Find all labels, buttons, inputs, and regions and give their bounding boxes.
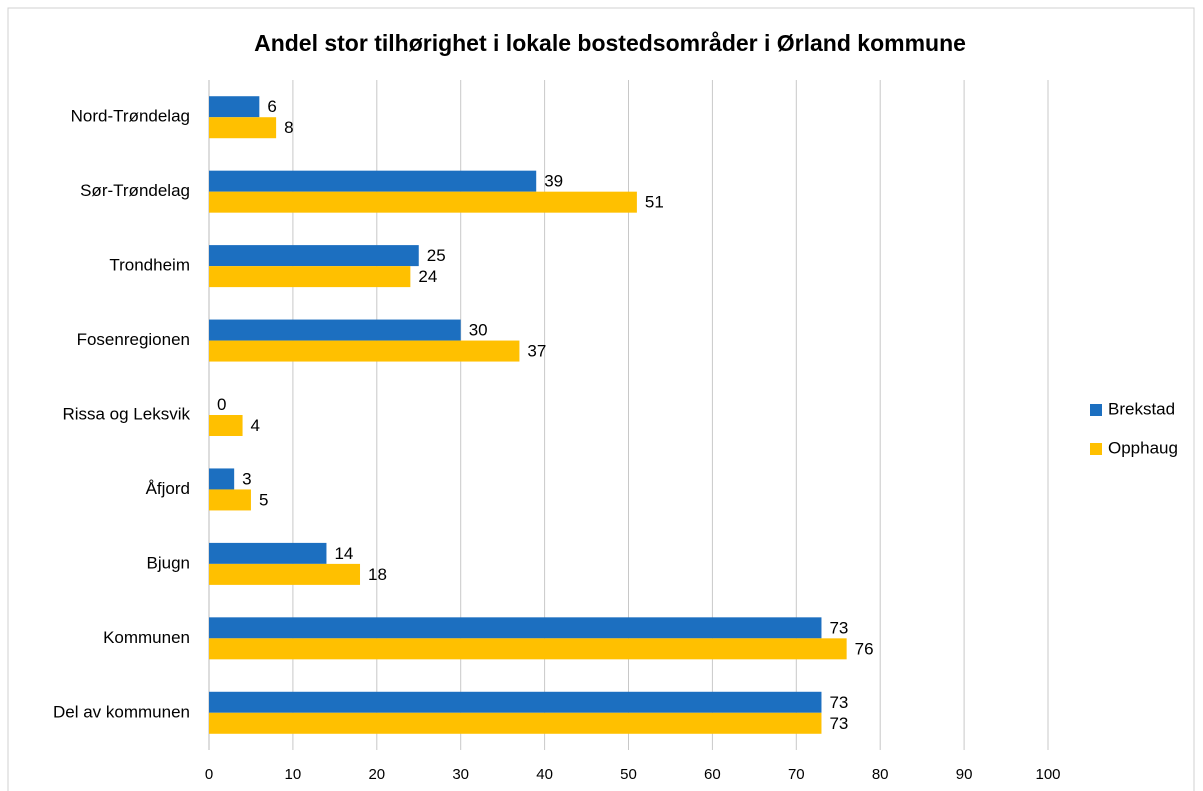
x-tick-label: 10 bbox=[285, 766, 302, 783]
bar bbox=[209, 191, 637, 213]
x-tick-label: 40 bbox=[536, 766, 553, 783]
bar bbox=[209, 468, 235, 490]
bar bbox=[209, 266, 411, 288]
data-label: 51 bbox=[645, 193, 664, 212]
chart-frame bbox=[7, 7, 1195, 791]
data-label: 14 bbox=[334, 544, 353, 563]
bar bbox=[209, 617, 822, 639]
legend-swatch bbox=[1090, 443, 1102, 455]
y-tick-label: Del av kommunen bbox=[53, 702, 190, 721]
x-tick-label: 30 bbox=[452, 766, 469, 783]
y-tick-label: Rissa og Leksvik bbox=[62, 404, 190, 423]
bar bbox=[209, 117, 277, 139]
legend-label: Brekstad bbox=[1108, 399, 1175, 418]
bar bbox=[209, 415, 243, 436]
x-tick-label: 90 bbox=[956, 766, 973, 783]
data-label: 25 bbox=[427, 246, 446, 265]
data-label: 8 bbox=[284, 118, 293, 137]
data-label: 24 bbox=[418, 267, 437, 286]
bar bbox=[209, 319, 461, 341]
bar bbox=[209, 563, 361, 585]
bar bbox=[209, 691, 822, 713]
data-label: 73 bbox=[829, 714, 848, 733]
y-tick-label: Kommunen bbox=[103, 628, 190, 647]
data-label: 73 bbox=[829, 618, 848, 637]
data-label: 3 bbox=[242, 469, 251, 488]
x-tick-label: 0 bbox=[205, 766, 213, 783]
bar bbox=[209, 542, 327, 564]
data-label: 18 bbox=[368, 565, 387, 584]
bar bbox=[209, 489, 251, 511]
bar bbox=[209, 96, 260, 118]
x-tick-label: 60 bbox=[704, 766, 721, 783]
y-tick-label: Bjugn bbox=[147, 553, 190, 572]
x-tick-label: 50 bbox=[620, 766, 637, 783]
legend-label: Opphaug bbox=[1108, 438, 1178, 457]
data-label: 37 bbox=[527, 342, 546, 361]
x-tick-label: 100 bbox=[1035, 766, 1060, 783]
bar bbox=[209, 170, 537, 192]
bar bbox=[209, 638, 847, 660]
x-tick-label: 70 bbox=[788, 766, 805, 783]
data-label: 5 bbox=[259, 490, 268, 509]
bar bbox=[209, 712, 822, 734]
legend-swatch bbox=[1090, 404, 1102, 416]
x-tick-label: 80 bbox=[872, 766, 889, 783]
data-label: 30 bbox=[469, 321, 488, 340]
data-label: 73 bbox=[829, 693, 848, 712]
data-label: 4 bbox=[251, 416, 260, 435]
y-tick-label: Trondheim bbox=[109, 256, 190, 275]
bar bbox=[209, 340, 520, 362]
data-label: 6 bbox=[267, 97, 276, 116]
x-tick-label: 20 bbox=[368, 766, 385, 783]
chart-title: Andel stor tilhørighet i lokale bostedso… bbox=[254, 30, 966, 56]
data-label: 39 bbox=[544, 172, 563, 191]
bar bbox=[209, 245, 419, 267]
data-label: 0 bbox=[217, 395, 226, 414]
y-tick-label: Åfjord bbox=[146, 479, 190, 498]
y-tick-label: Sør-Trøndelag bbox=[80, 181, 190, 200]
y-tick-label: Fosenregionen bbox=[77, 330, 190, 349]
y-tick-label: Nord-Trøndelag bbox=[71, 107, 190, 126]
data-label: 76 bbox=[855, 639, 874, 658]
